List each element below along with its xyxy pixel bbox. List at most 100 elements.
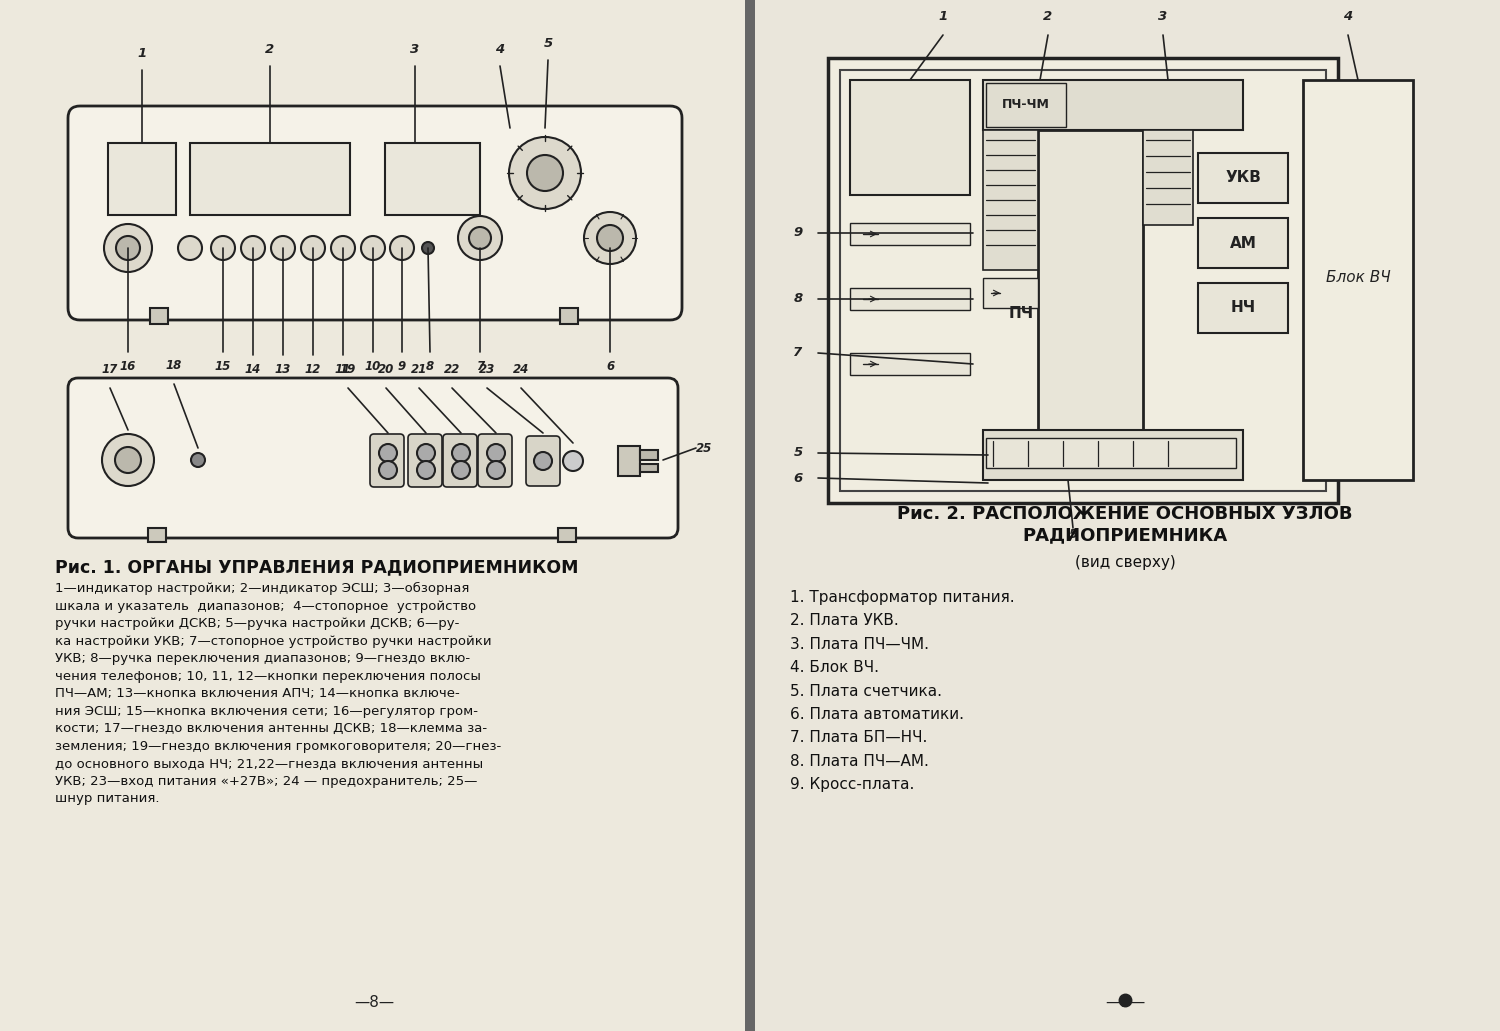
- Text: 7: 7: [476, 360, 484, 373]
- Text: 8: 8: [426, 360, 433, 373]
- Text: 16: 16: [120, 360, 136, 373]
- Bar: [746, 0, 754, 1031]
- Bar: [982, 80, 1244, 130]
- Text: —8—: —8—: [354, 995, 395, 1010]
- Text: 5: 5: [794, 446, 802, 460]
- Bar: [190, 143, 350, 215]
- Circle shape: [116, 236, 140, 260]
- Text: 1. Трансформатор питания.
2. Плата УКВ.
3. Плата ПЧ—ЧМ.
4. Блок ВЧ.
5. Плата сче: 1. Трансформатор питания. 2. Плата УКВ. …: [790, 590, 1014, 792]
- Bar: [850, 353, 970, 375]
- Circle shape: [390, 236, 414, 260]
- Circle shape: [102, 434, 154, 486]
- Circle shape: [362, 236, 386, 260]
- Text: 20: 20: [378, 363, 394, 376]
- FancyBboxPatch shape: [408, 434, 442, 487]
- Circle shape: [470, 227, 490, 250]
- Text: 23: 23: [478, 363, 495, 376]
- Bar: [558, 528, 576, 542]
- Text: 4: 4: [1344, 10, 1353, 23]
- Circle shape: [242, 236, 266, 260]
- Text: 7: 7: [794, 346, 802, 360]
- Text: 10: 10: [364, 360, 381, 373]
- Text: 4: 4: [495, 43, 504, 56]
- Text: 17: 17: [102, 363, 118, 376]
- Text: 19: 19: [340, 363, 356, 376]
- Bar: [618, 446, 640, 476]
- Bar: [108, 143, 176, 215]
- Circle shape: [452, 461, 470, 479]
- Text: 13: 13: [274, 363, 291, 376]
- FancyBboxPatch shape: [68, 378, 678, 538]
- Text: 1: 1: [939, 10, 948, 23]
- Circle shape: [509, 137, 580, 209]
- Text: 2: 2: [266, 43, 274, 56]
- Bar: [828, 58, 1338, 503]
- FancyBboxPatch shape: [526, 436, 560, 486]
- Bar: [986, 438, 1236, 468]
- FancyBboxPatch shape: [370, 434, 404, 487]
- Bar: [840, 70, 1326, 491]
- FancyBboxPatch shape: [68, 106, 682, 320]
- Circle shape: [584, 212, 636, 264]
- Circle shape: [417, 461, 435, 479]
- Bar: [1198, 218, 1288, 268]
- Circle shape: [104, 224, 152, 272]
- Text: 18: 18: [166, 359, 182, 372]
- Circle shape: [534, 452, 552, 470]
- Circle shape: [458, 217, 503, 260]
- Text: 9: 9: [794, 227, 802, 239]
- Text: 6: 6: [794, 471, 802, 485]
- Bar: [150, 308, 168, 324]
- Bar: [1038, 130, 1143, 430]
- Text: Блок ВЧ: Блок ВЧ: [1326, 270, 1390, 286]
- Text: 21: 21: [411, 363, 428, 376]
- Bar: [560, 308, 578, 324]
- Text: Рис. 2. РАСПОЛОЖЕНИЕ ОСНОВНЫХ УЗЛОВ
РАДИОПРИЕМНИКА: Рис. 2. РАСПОЛОЖЕНИЕ ОСНОВНЫХ УЗЛОВ РАДИ…: [897, 505, 1353, 543]
- Bar: [386, 143, 480, 215]
- Circle shape: [332, 236, 356, 260]
- Circle shape: [422, 242, 434, 254]
- Bar: [982, 430, 1244, 480]
- Circle shape: [211, 236, 236, 260]
- Circle shape: [562, 451, 584, 471]
- Text: 5: 5: [1068, 528, 1077, 541]
- Text: 3: 3: [411, 43, 420, 56]
- Text: 6: 6: [606, 360, 613, 373]
- Text: 2: 2: [1044, 10, 1053, 23]
- Text: НЧ: НЧ: [1230, 300, 1256, 315]
- Circle shape: [190, 453, 206, 467]
- Bar: [850, 223, 970, 245]
- FancyBboxPatch shape: [478, 434, 512, 487]
- Text: 24: 24: [513, 363, 529, 376]
- Circle shape: [380, 444, 398, 462]
- Text: 1—индикатор настройки; 2—индикатор ЭСШ; 3—обзорная
шкала и указатель  диапазонов: 1—индикатор настройки; 2—индикатор ЭСШ; …: [56, 583, 501, 805]
- Bar: [1143, 130, 1192, 225]
- Text: (вид сверху): (вид сверху): [1074, 555, 1176, 570]
- Text: 1: 1: [138, 47, 147, 60]
- Bar: [1304, 80, 1413, 480]
- Circle shape: [452, 444, 470, 462]
- Bar: [640, 464, 658, 472]
- Bar: [982, 130, 1038, 270]
- Text: 15: 15: [214, 360, 231, 373]
- Text: 9: 9: [398, 360, 406, 373]
- Text: 22: 22: [444, 363, 460, 376]
- Text: 11: 11: [334, 363, 351, 376]
- Bar: [986, 84, 1066, 127]
- Circle shape: [380, 461, 398, 479]
- Circle shape: [597, 225, 622, 251]
- FancyBboxPatch shape: [442, 434, 477, 487]
- Text: 3: 3: [1158, 10, 1167, 23]
- Bar: [1198, 282, 1288, 333]
- Text: Рис. 1. ОРГАНЫ УПРАВЛЕНИЯ РАДИОПРИЕМНИКОМ: Рис. 1. ОРГАНЫ УПРАВЛЕНИЯ РАДИОПРИЕМНИКО…: [56, 558, 579, 576]
- Circle shape: [116, 447, 141, 473]
- Text: АМ: АМ: [1230, 235, 1257, 251]
- Text: ПЧ-ЧМ: ПЧ-ЧМ: [1002, 99, 1050, 111]
- Text: 8: 8: [794, 293, 802, 305]
- Circle shape: [302, 236, 326, 260]
- Text: ПЧ: ПЧ: [1008, 305, 1034, 321]
- Circle shape: [488, 444, 506, 462]
- Text: 12: 12: [304, 363, 321, 376]
- Bar: [850, 80, 970, 195]
- Circle shape: [488, 461, 506, 479]
